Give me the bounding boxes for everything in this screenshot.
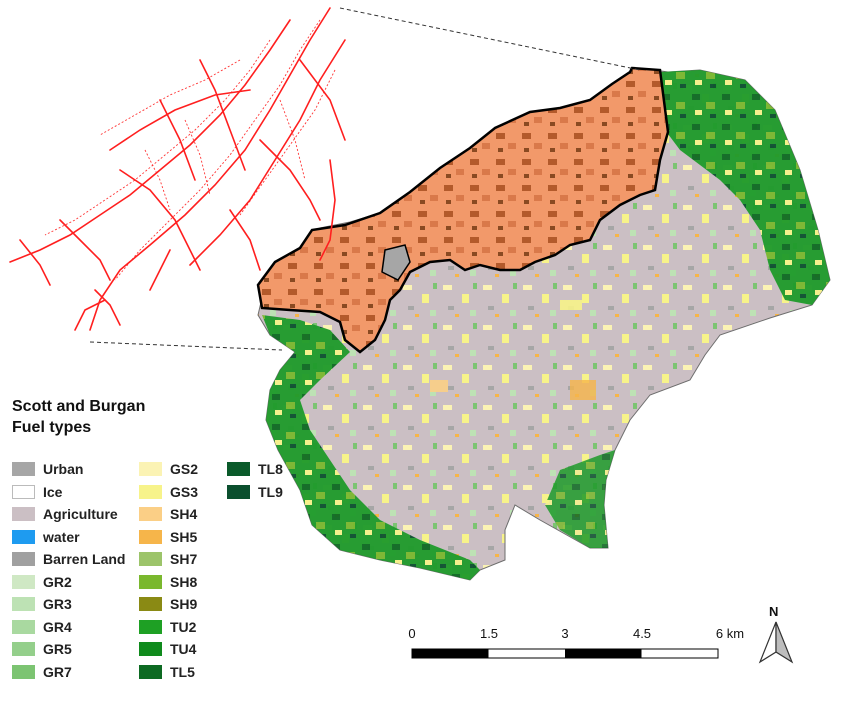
legend-swatch	[12, 619, 35, 634]
legend-label: SH8	[170, 573, 198, 590]
legend-item: Urban	[12, 458, 125, 481]
burned-area	[256, 66, 670, 354]
legend-swatch	[12, 507, 35, 522]
legend-label: SH5	[170, 528, 198, 545]
forest-south	[545, 450, 615, 548]
legend-item: TL8	[227, 458, 283, 481]
scale-tick-1: 1.5	[479, 626, 499, 641]
scale-bar	[411, 648, 719, 659]
legend-label: SH4	[170, 506, 198, 523]
legend-label: TU2	[170, 618, 197, 635]
legend-label: Urban	[43, 461, 84, 478]
legend-label: TU4	[170, 641, 197, 658]
legend-label: TL5	[170, 663, 195, 680]
legend-swatch	[139, 574, 162, 589]
legend-item: TL9	[227, 481, 283, 504]
legend-item: GS2	[139, 458, 198, 481]
legend-label: GR4	[43, 618, 72, 635]
legend-label: GR3	[43, 596, 72, 613]
legend-item: SH5	[139, 526, 198, 549]
legend-item: water	[12, 526, 125, 549]
legend-label: GR7	[43, 663, 72, 680]
legend-item: GR3	[12, 593, 125, 616]
legend-label: GS3	[170, 483, 199, 500]
forest-east	[660, 70, 830, 305]
legend-swatch	[139, 619, 162, 634]
legend-swatch	[12, 642, 35, 657]
legend-item: SH7	[139, 548, 198, 571]
legend-swatch	[12, 529, 35, 544]
north-label: N	[769, 604, 779, 619]
forest-southwest	[262, 315, 480, 580]
legend-item: Barren Land	[12, 548, 125, 571]
legend-swatch	[12, 462, 35, 477]
legend-swatch	[139, 597, 162, 612]
legend-label: Ice	[43, 483, 63, 500]
legend-label: GR5	[43, 641, 72, 658]
scale-tick-2: 3	[561, 626, 569, 641]
legend-label: TL8	[258, 461, 283, 478]
legend-item: Ice	[12, 481, 125, 504]
legend-item: GR4	[12, 616, 125, 639]
legend-item: TL5	[139, 661, 198, 684]
legend-label: TL9	[258, 483, 283, 500]
scale-tick-3: 4.5	[632, 626, 652, 641]
legend-label: GS2	[170, 461, 199, 478]
legend-label: Agriculture	[43, 506, 118, 523]
legend-item: SH4	[139, 503, 198, 526]
legend-label: GR2	[43, 573, 72, 590]
legend-swatch	[12, 484, 35, 499]
legend-item: GR7	[12, 661, 125, 684]
legend-swatch	[12, 664, 35, 679]
scale-tick-0: 0	[408, 626, 416, 641]
legend-item: GS3	[139, 481, 198, 504]
legend-title: Scott and Burgan Fuel types	[12, 398, 146, 436]
zoom-line-top	[339, 7, 641, 71]
legend-label: SH9	[170, 596, 198, 613]
legend-swatch	[139, 484, 162, 499]
legend-swatch	[12, 574, 35, 589]
legend-swatch	[227, 462, 250, 477]
legend-swatch	[227, 484, 250, 499]
legend-swatch	[139, 462, 162, 477]
north-arrow-icon	[758, 621, 794, 664]
legend-label: Barren Land	[43, 551, 126, 568]
legend-column-3: TL8 TL9	[227, 458, 283, 503]
legend-label: water	[43, 528, 80, 545]
legend-item: TU2	[139, 616, 198, 639]
legend-label: SH7	[170, 551, 198, 568]
legend-item: SH8	[139, 571, 198, 594]
legend-swatch	[139, 642, 162, 657]
legend-swatch	[12, 552, 35, 567]
legend-item: TU4	[139, 638, 198, 661]
legend-item: GR2	[12, 571, 125, 594]
legend-swatch	[139, 552, 162, 567]
scale-tick-4: 6 km	[715, 626, 745, 641]
legend-column-1: Urban Ice Agriculture water Barren Land GR2 GR…	[12, 458, 125, 683]
legend-swatch	[139, 529, 162, 544]
legend-swatch	[139, 507, 162, 522]
legend-column-2: GS2 GS3 SH4 SH5 SH7 SH8 SH9 TU2 TU4 TL5	[139, 458, 198, 683]
red-network	[9, 7, 346, 331]
burned-area-gap	[381, 244, 411, 281]
legend-item: GR5	[12, 638, 125, 661]
legend-swatch	[12, 597, 35, 612]
zoom-line-bottom	[89, 341, 283, 351]
legend-item: Agriculture	[12, 503, 125, 526]
legend-swatch	[139, 664, 162, 679]
legend-item: SH9	[139, 593, 198, 616]
